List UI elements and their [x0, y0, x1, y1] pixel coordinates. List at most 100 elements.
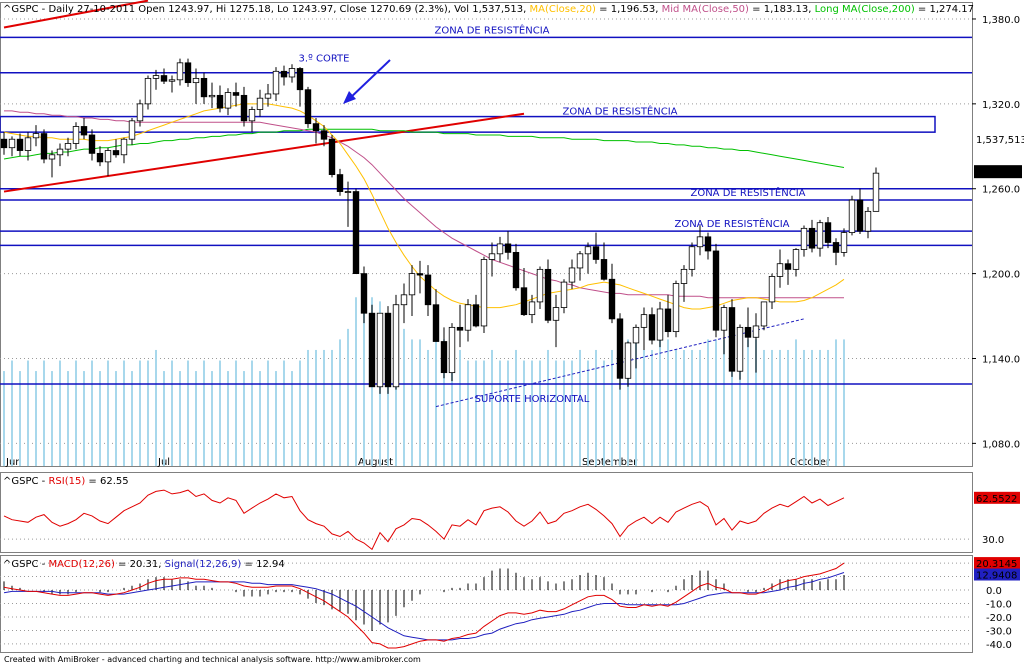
candle [88, 134, 96, 154]
candle [504, 243, 512, 253]
volume-value-tag: 1,537,513 [976, 135, 1024, 146]
candle [600, 259, 608, 280]
candle [384, 312, 392, 388]
header-separator: , [333, 4, 339, 15]
candle [528, 301, 536, 316]
candle [280, 70, 288, 78]
candle [856, 199, 864, 232]
candle [24, 137, 32, 151]
candle [376, 312, 384, 388]
header-ma20-label: MA(Close,20) [530, 4, 597, 15]
candle [520, 287, 528, 316]
macd-header-macd-label: MACD(12,26) [48, 559, 115, 570]
price-header: ^GSPC - Daily 27-10-2011 Open 1243.97, H… [3, 4, 974, 15]
candle [296, 68, 304, 91]
candle [152, 75, 160, 79]
candle [16, 138, 24, 151]
header-separator: , [523, 4, 529, 15]
macd-header-macd-value: 20.31 [130, 559, 159, 570]
header-symbol: ^GSPC [3, 4, 39, 15]
candle [552, 307, 560, 321]
header-separator: , [448, 4, 454, 15]
candle [184, 62, 192, 84]
rsi-header: ^GSPC - RSI(15) = 62.55 [3, 476, 129, 487]
rsi-panel: 30.0 ^GSPC - RSI(15) = 62.55 62.5522 [0, 472, 1020, 553]
candle [760, 301, 768, 327]
rsi-line [3, 489, 845, 551]
candle [112, 150, 120, 156]
price-frame [0, 2, 973, 467]
candle [224, 92, 232, 109]
header-vol-label: Vol [454, 4, 469, 15]
header-change: (2.3%) [415, 4, 448, 15]
header-lo: 1243.97 [292, 4, 333, 15]
header-ma200: 1,274.17 [930, 4, 975, 15]
candle [200, 77, 208, 98]
candle [752, 325, 760, 338]
x-tick-label: Jun [5, 457, 22, 468]
candle [688, 246, 696, 270]
candle [136, 103, 144, 122]
resistance-zone-box [0, 115, 936, 133]
candle [872, 172, 880, 212]
candle [72, 126, 80, 144]
candle [472, 304, 480, 327]
rsi-header-value: 62.55 [100, 476, 129, 487]
candle [632, 326, 640, 344]
trend-line [3, 0, 149, 29]
candle [192, 77, 200, 84]
candle [432, 304, 440, 342]
zone-label: ZONA DE RESISTÊNCIA [690, 186, 805, 199]
price-tick-label: 1,140.0 [982, 354, 1020, 365]
candle [648, 314, 656, 341]
x-tick-label: October [790, 457, 831, 468]
candle [288, 68, 296, 78]
candle [104, 150, 112, 163]
macd-header-title-symbol: ^GSPC [3, 559, 39, 570]
macd-tick-label: 0.0 [986, 586, 1002, 597]
candle [96, 152, 104, 163]
candle [680, 268, 688, 284]
macd-panel: 20.010.00.0-10.0-20.0-30.0-40.0^GSPC - M… [0, 555, 1020, 653]
candle [40, 133, 48, 160]
macd-tick-label: -40.0 [986, 640, 1012, 651]
annotation-arrowhead [343, 91, 356, 104]
header-open: 1243.97 [168, 4, 209, 15]
candle [424, 274, 432, 306]
candle [576, 253, 584, 269]
candle [544, 268, 552, 321]
header-lo-label: Lo [277, 4, 289, 15]
header-separator: = [749, 4, 764, 15]
header-separator: = [241, 559, 256, 570]
candle [536, 268, 544, 303]
candle [848, 199, 856, 233]
candle [240, 94, 248, 122]
candle [696, 236, 704, 248]
candle [392, 304, 400, 388]
header-date: 27-10-2011 [77, 4, 135, 15]
macd-header: ^GSPC - MACD(12,26) = 20.31, Signal(12,2… [3, 559, 285, 570]
annotation-label: 3.º CORTE [299, 53, 350, 64]
rsi-value-tag: 62.5522 [976, 494, 1017, 505]
candle [232, 92, 240, 96]
zone-label: SUPORTE HORIZONTAL [475, 394, 590, 405]
macd-value-tag: 20.3145 [976, 559, 1017, 570]
candle [792, 249, 800, 270]
candle [496, 243, 504, 255]
candle [592, 246, 600, 260]
header-hi: 1275.18 [229, 4, 270, 15]
ma20-line [3, 103, 845, 310]
candle [672, 283, 680, 333]
candle [208, 94, 216, 98]
header-separator: , [210, 4, 216, 15]
candle [160, 75, 168, 82]
header-separator: , [808, 4, 814, 15]
candle [808, 227, 816, 249]
x-tick-label: August [358, 457, 393, 468]
candle [64, 143, 72, 150]
candle [440, 341, 448, 374]
candle [360, 273, 368, 314]
header-separator: - [39, 559, 49, 570]
volume-value-tag-box [974, 133, 1024, 145]
candle [488, 253, 496, 260]
